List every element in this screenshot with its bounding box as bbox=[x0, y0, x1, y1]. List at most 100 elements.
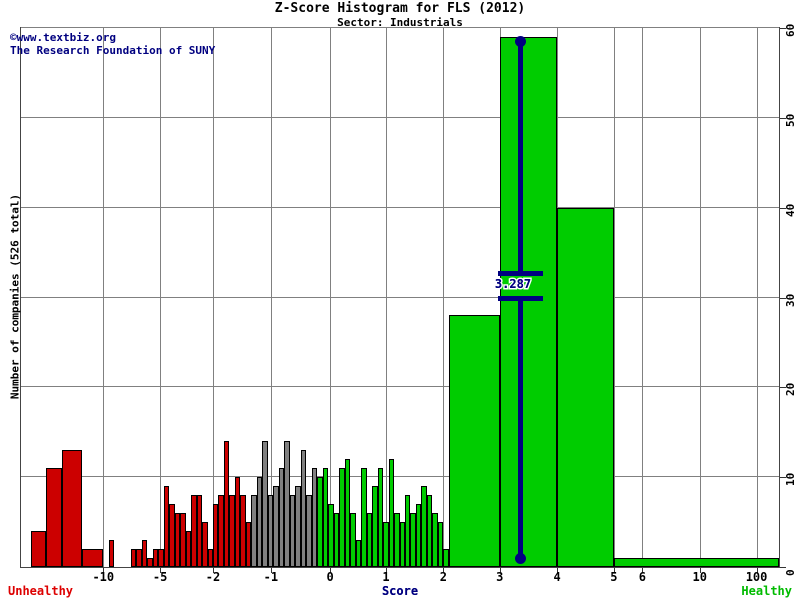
gridline-vertical bbox=[756, 28, 758, 567]
marker-cap-lower bbox=[497, 296, 543, 302]
x-tick-mark bbox=[557, 568, 559, 573]
gridline-horizontal bbox=[21, 386, 779, 388]
histogram-bar bbox=[355, 540, 362, 567]
x-tick-label: 5 bbox=[610, 570, 618, 584]
histogram-bar bbox=[152, 549, 159, 567]
gridline-vertical bbox=[330, 28, 332, 567]
histogram-bar bbox=[322, 468, 329, 567]
x-tick-mark bbox=[613, 568, 615, 573]
histogram-bar bbox=[339, 468, 345, 567]
gridline-vertical bbox=[613, 28, 615, 567]
histogram-bar bbox=[372, 486, 378, 567]
plot-area: 3.287 3.287 bbox=[20, 27, 780, 568]
histogram-bar bbox=[421, 486, 427, 567]
histogram-bar bbox=[344, 459, 351, 567]
histogram-bar bbox=[185, 531, 192, 567]
histogram-bar bbox=[432, 513, 438, 567]
histogram-bar bbox=[366, 513, 373, 567]
gridline-vertical bbox=[443, 28, 445, 567]
x-tick-label: -5 bbox=[152, 570, 168, 584]
marker-value-outline: 3.287 bbox=[493, 275, 532, 292]
gridline-vertical bbox=[160, 28, 162, 567]
x-tick-mark bbox=[642, 568, 644, 573]
histogram-bar bbox=[388, 459, 394, 567]
histogram-bar bbox=[147, 558, 153, 567]
x-axis-title-outline: Score bbox=[380, 583, 419, 600]
histogram-bar bbox=[267, 495, 274, 567]
histogram-bar bbox=[273, 486, 279, 567]
x-tick-mark bbox=[270, 568, 272, 573]
histogram-bar bbox=[300, 450, 307, 567]
histogram-bar bbox=[163, 486, 170, 567]
x-tick-mark bbox=[443, 568, 445, 573]
histogram-bar bbox=[289, 495, 296, 567]
histogram-bar bbox=[196, 495, 203, 567]
x-tick-label: 6 bbox=[638, 570, 646, 584]
gridline-vertical bbox=[212, 28, 214, 567]
x-tick-label: -10 bbox=[92, 570, 115, 584]
histogram-bar bbox=[202, 522, 208, 567]
histogram-bar bbox=[234, 477, 241, 567]
histogram-bar bbox=[333, 513, 340, 567]
histogram-bar bbox=[448, 315, 500, 567]
y-tick-mark bbox=[780, 28, 786, 29]
histogram-bar bbox=[256, 477, 263, 567]
marker-line-top bbox=[517, 41, 523, 271]
gridline-horizontal bbox=[21, 296, 779, 298]
gridline-vertical bbox=[270, 28, 272, 567]
histogram-bar bbox=[306, 495, 312, 567]
histogram-bar bbox=[251, 495, 257, 567]
histogram-bar bbox=[141, 540, 148, 567]
y-tick-mark bbox=[780, 567, 786, 568]
gridline-horizontal bbox=[21, 27, 779, 28]
histogram-bar bbox=[317, 477, 323, 567]
marker-dot-top bbox=[514, 36, 526, 47]
watermark-line-1: ©www.textbiz.org bbox=[10, 31, 116, 44]
marker-value-label: 3.287 bbox=[494, 276, 532, 291]
histogram-bar bbox=[614, 558, 779, 567]
x-tick-mark bbox=[386, 568, 388, 573]
x-tick-label: 1 bbox=[382, 570, 390, 584]
histogram-bar bbox=[399, 522, 405, 567]
y-tick-mark bbox=[780, 207, 786, 209]
gridline-vertical bbox=[103, 28, 105, 567]
histogram-bar bbox=[311, 468, 318, 567]
histogram-bar bbox=[108, 540, 115, 567]
histogram-bar bbox=[350, 513, 356, 567]
histogram-bar bbox=[426, 495, 433, 567]
zone-label-healthy: Healthy bbox=[741, 584, 792, 598]
histogram-bar bbox=[82, 549, 104, 567]
y-tick-label: 40 bbox=[784, 203, 797, 217]
y-tick-mark bbox=[780, 297, 786, 299]
y-tick-label: 0 bbox=[784, 569, 797, 576]
y-tick-mark bbox=[780, 387, 786, 389]
x-tick-label: 100 bbox=[745, 570, 768, 584]
x-tick-mark bbox=[330, 568, 332, 573]
histogram-bar bbox=[278, 468, 285, 567]
x-tick-label: 10 bbox=[692, 570, 707, 584]
histogram-bar bbox=[180, 513, 186, 567]
histogram-bar bbox=[240, 495, 246, 567]
y-tick-mark bbox=[780, 477, 786, 479]
histogram-bar bbox=[499, 36, 558, 567]
x-tick-label: 2 bbox=[439, 570, 447, 584]
histogram-bar bbox=[212, 504, 219, 567]
watermark-line-2: The Research Foundation of SUNY bbox=[10, 44, 216, 57]
histogram-bar bbox=[394, 513, 400, 567]
histogram-bar bbox=[136, 549, 142, 567]
y-tick-label: 20 bbox=[784, 383, 797, 397]
gridline-vertical bbox=[386, 28, 388, 567]
x-tick-label: -1 bbox=[263, 570, 279, 584]
histogram-bar bbox=[61, 450, 83, 567]
histogram-bar bbox=[557, 207, 615, 567]
x-tick-label: -2 bbox=[205, 570, 221, 584]
zone-label-unhealthy: Unhealthy bbox=[8, 584, 74, 598]
histogram-bar bbox=[191, 495, 197, 567]
histogram-bar bbox=[383, 522, 389, 567]
histogram-bar bbox=[410, 513, 416, 567]
histogram-bar bbox=[158, 549, 164, 567]
histogram-bar bbox=[443, 549, 449, 567]
histogram-bar bbox=[377, 468, 384, 567]
histogram-bar bbox=[130, 549, 137, 567]
